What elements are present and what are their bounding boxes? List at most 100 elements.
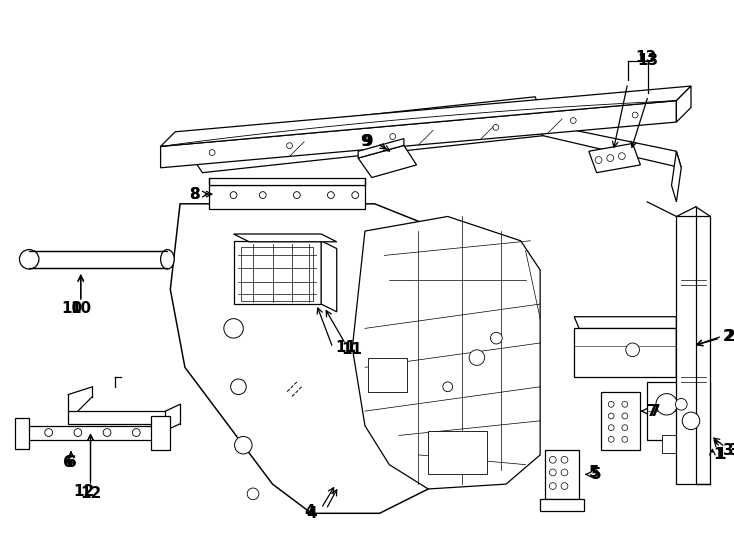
Circle shape [608,401,614,407]
Circle shape [286,143,292,148]
Text: 13: 13 [636,50,657,65]
Polygon shape [233,241,321,304]
Polygon shape [540,499,584,511]
Circle shape [656,394,677,415]
Circle shape [608,425,614,430]
Text: 12: 12 [80,487,101,501]
Circle shape [561,456,568,463]
Circle shape [561,483,568,489]
Polygon shape [21,426,158,440]
Circle shape [622,401,628,407]
Text: 4: 4 [304,504,315,519]
Circle shape [45,429,53,436]
Circle shape [224,319,243,338]
Text: 7: 7 [650,403,661,418]
Text: 10: 10 [70,301,91,316]
Polygon shape [589,144,640,173]
Polygon shape [193,122,543,173]
Circle shape [352,192,359,199]
Circle shape [561,469,568,476]
Circle shape [493,124,499,130]
Polygon shape [170,204,438,514]
Circle shape [230,379,246,395]
Polygon shape [161,86,691,146]
Circle shape [622,413,628,419]
Circle shape [103,429,111,436]
Text: 9: 9 [360,134,371,149]
Circle shape [626,343,639,356]
Text: 1: 1 [715,448,725,462]
Text: 10: 10 [62,301,83,316]
Circle shape [549,483,556,489]
Circle shape [607,154,614,161]
Circle shape [608,413,614,419]
Circle shape [235,436,252,454]
Circle shape [619,153,625,159]
Text: 11: 11 [335,340,356,355]
Circle shape [570,118,576,124]
Text: 12: 12 [73,484,95,500]
Polygon shape [358,139,404,158]
Polygon shape [209,178,365,185]
Circle shape [549,469,556,476]
Polygon shape [29,251,167,268]
Circle shape [327,192,334,199]
Polygon shape [672,151,681,202]
Text: 3: 3 [730,443,734,457]
Polygon shape [161,100,677,168]
Polygon shape [193,97,543,158]
Polygon shape [574,317,691,328]
Polygon shape [677,86,691,122]
Text: 6: 6 [65,455,76,470]
Text: 8: 8 [189,187,200,201]
Circle shape [294,192,300,199]
Polygon shape [209,185,365,208]
Circle shape [490,332,502,344]
Circle shape [549,456,556,463]
Text: 7: 7 [647,403,658,418]
Ellipse shape [20,249,39,269]
Text: 9: 9 [363,134,373,149]
Polygon shape [677,217,711,484]
Circle shape [632,112,638,118]
Polygon shape [647,382,711,440]
Circle shape [230,192,237,199]
Polygon shape [662,435,711,453]
Circle shape [595,157,602,164]
Circle shape [675,399,687,410]
Circle shape [622,436,628,442]
Polygon shape [358,145,416,178]
Text: 4: 4 [306,506,317,521]
Circle shape [682,412,700,430]
Circle shape [132,429,140,436]
Polygon shape [428,430,487,474]
Polygon shape [677,317,691,377]
Text: 2: 2 [722,329,733,343]
Circle shape [390,133,396,139]
Polygon shape [321,241,337,312]
Polygon shape [545,450,579,499]
Text: 1: 1 [713,448,724,462]
Circle shape [622,425,628,430]
Text: 5: 5 [592,467,602,482]
Circle shape [259,192,266,199]
Circle shape [608,436,614,442]
Text: 13: 13 [638,53,658,68]
Circle shape [209,150,215,156]
Circle shape [443,382,453,392]
Text: 11: 11 [342,342,363,357]
Polygon shape [151,416,170,450]
Text: 5: 5 [589,465,599,480]
Polygon shape [368,357,407,392]
Polygon shape [233,234,337,242]
Text: 6: 6 [62,455,73,470]
Polygon shape [601,392,640,450]
Text: 8: 8 [189,187,200,201]
Polygon shape [68,411,165,424]
Ellipse shape [161,249,174,269]
Polygon shape [535,122,681,168]
Circle shape [74,429,81,436]
Circle shape [247,488,259,500]
Text: 3: 3 [723,443,733,457]
Polygon shape [352,217,540,489]
